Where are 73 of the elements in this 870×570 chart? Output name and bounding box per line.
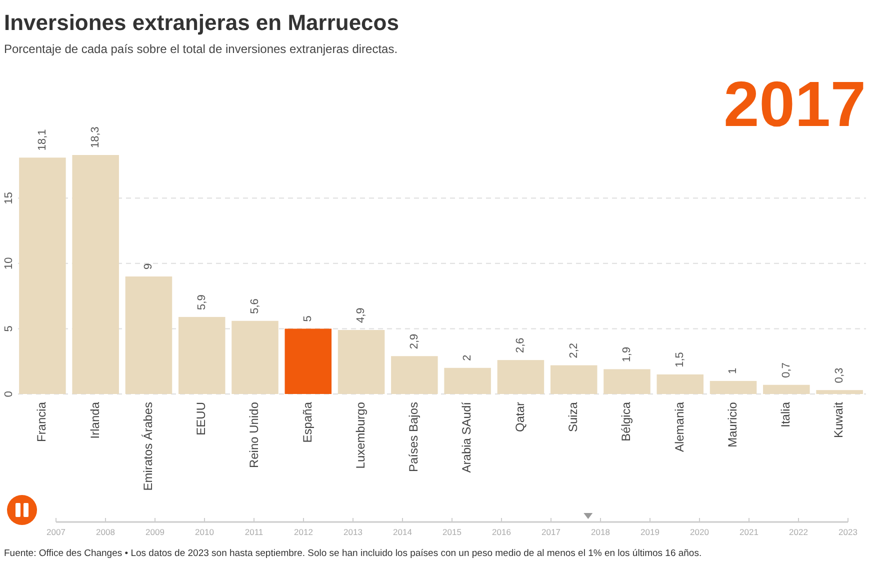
bar	[232, 320, 278, 394]
x-tick-label: Alemania	[672, 402, 686, 452]
data-label: 5,6	[248, 298, 261, 314]
source-note: Fuente: Office des Changes • Los datos de 2023 son hasta septiembre. Solo se han incluido los países con un peso medio de al menos el 1% en los últimos 16 años.	[4, 548, 702, 559]
bar	[19, 158, 66, 394]
y-tick-label: 0	[2, 390, 15, 398]
x-tick-label: Arabia SAudí	[460, 401, 474, 473]
data-label: 5	[302, 316, 314, 322]
data-label: 1,5	[674, 352, 686, 368]
y-tick-label: 5	[2, 326, 15, 332]
bar	[338, 330, 385, 394]
bar	[391, 356, 438, 394]
data-label: 2	[461, 354, 474, 361]
text: 2010	[195, 527, 214, 537]
x-tick-label: Suiza	[566, 402, 580, 432]
text: 2007	[46, 527, 66, 537]
data-label: 2,2	[568, 342, 580, 358]
bar	[816, 390, 863, 394]
text: 2013	[344, 527, 363, 537]
text: 2009	[146, 527, 165, 537]
text: 2018	[591, 527, 610, 537]
text: 2016	[492, 527, 512, 537]
x-tick-label: Reino Unido	[247, 402, 262, 468]
text: 2023	[838, 527, 858, 537]
chart-subtitle: Porcentaje de cada país sobre el total de inversiones extranjeras directas.	[4, 42, 398, 56]
bar	[72, 155, 119, 394]
data-label: 0,7	[780, 362, 792, 378]
data-label: 18,1	[36, 129, 48, 151]
x-tick-label: Emiratos Árabes	[140, 402, 155, 491]
bar	[656, 374, 704, 394]
y-tick-label: 15	[2, 192, 15, 204]
bar	[178, 316, 226, 394]
text: 2021	[740, 527, 759, 537]
text: 2008	[96, 527, 116, 537]
x-tick-label: Qatar	[512, 402, 527, 432]
text: 2017	[724, 68, 866, 140]
bar	[497, 360, 544, 394]
x-tick-label: Luxemburgo	[353, 402, 368, 469]
x-tick-label: Mauricio	[725, 402, 740, 448]
data-label: 5,9	[196, 294, 208, 310]
data-label: 9	[142, 263, 155, 270]
x-tick-label: Kuwait	[832, 401, 846, 438]
bar	[444, 368, 491, 394]
y-tick-label: 10	[2, 257, 15, 270]
data-label: 18,3	[89, 126, 102, 148]
chart-title: Inversiones extranjeras en Marruecos	[4, 10, 399, 35]
data-label: 1,9	[620, 346, 633, 362]
x-tick-label: Italia	[778, 402, 793, 428]
x-tick-label: España	[300, 402, 314, 443]
text: 2011	[244, 527, 264, 537]
text: 2022	[789, 527, 808, 537]
data-label: 1	[727, 368, 740, 374]
data-label: 2,9	[408, 334, 420, 350]
text: 2012	[294, 527, 314, 537]
data-label: 0,3	[833, 368, 846, 384]
text: 2020	[690, 527, 710, 537]
x-tick-label: Países Bajos	[406, 402, 421, 472]
text: 2014	[393, 527, 412, 537]
x-tick-label: Francia	[34, 402, 49, 442]
text: 2015	[442, 527, 462, 537]
bar	[125, 276, 172, 394]
data-label: 4,9	[355, 308, 368, 324]
bar	[284, 328, 332, 394]
x-tick-label: Irlanda	[88, 402, 102, 439]
bar	[550, 365, 598, 394]
bar	[604, 369, 650, 394]
bar	[763, 384, 810, 394]
bar	[710, 380, 757, 394]
text: 2019	[640, 527, 660, 537]
x-tick-label: Bélgica	[619, 402, 634, 442]
text: 2017	[542, 527, 561, 537]
data-label: 2,6	[514, 338, 527, 354]
x-tick-label: EEUU	[194, 402, 208, 436]
